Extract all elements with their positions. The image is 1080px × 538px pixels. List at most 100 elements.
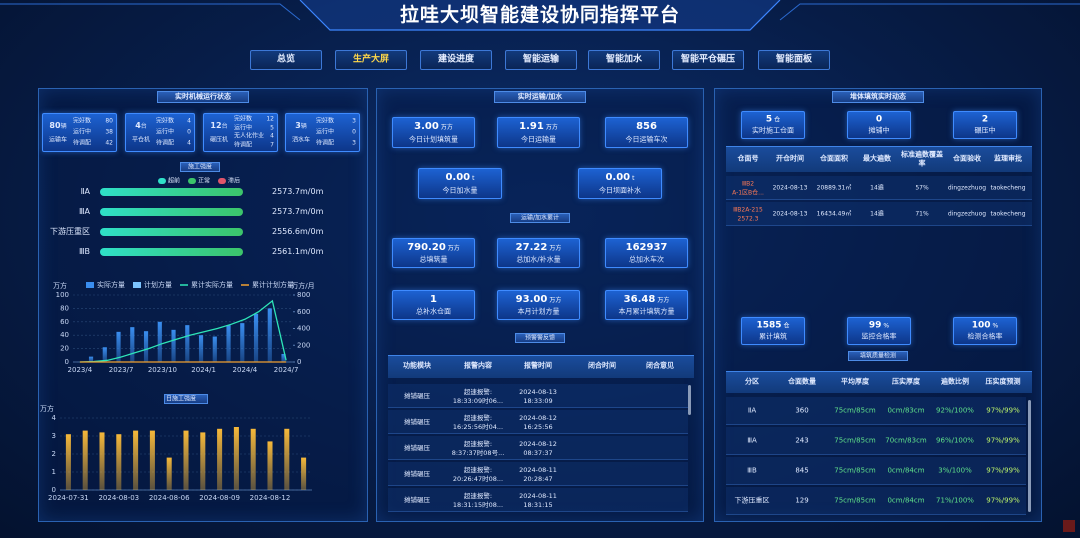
card-value: 0 [847,115,911,126]
x-tick-label: 2024/4 [233,366,258,374]
unit: 仓 [783,322,790,330]
unit: 仓 [774,116,781,124]
card-value: 0.00 t [578,172,662,185]
nav-button[interactable] [758,50,830,70]
bar [240,323,245,362]
progress-text: 2556.6m/0m [272,227,324,236]
unit: 万方 [657,296,670,304]
machine-name: 洒水车 [291,136,310,144]
y-tick-label: 3 [52,432,56,440]
zone-label: 下游压重区 [50,227,90,236]
nav-button[interactable] [420,50,492,70]
y-tick-label: 2 [52,450,56,458]
panel-title: 实时机械运行状态 [175,92,231,101]
nav-button[interactable] [335,50,407,70]
value-card [605,238,688,268]
nav-button[interactable] [505,50,577,70]
machine-name: 碾压机 [209,136,228,144]
nav-label[interactable]: 建设进度 [437,54,474,65]
table-row [726,397,1026,425]
stat-value: 38 [105,128,113,136]
table-cell: 0cm/83cm [887,406,925,415]
table-cell: 20889.31㎡ [816,184,852,192]
unit: 辆 [300,123,307,130]
value: 162937 [625,241,668,253]
y-tick-label: 60 [60,318,69,326]
section-badge [180,162,220,172]
stat-value: 4 [270,132,274,140]
table-cell: 71% [915,210,929,218]
table-cell: 20:26:47时08... [452,474,504,483]
table-header-cell: 遍数比例 [941,377,969,386]
table-cell: taokecheng [990,210,1026,218]
card-label: 本月计划方量 [517,307,560,316]
legend-label: 正常 [198,177,211,185]
card-value: 1.91 万方 [497,121,580,134]
value-card [605,290,688,320]
progress-text: 2573.7m/0m [272,207,324,216]
section-title: 运输/加水累计 [520,214,560,222]
table-cell: 2024-08-13 [772,210,808,218]
nav-label[interactable]: 智能运输 [522,54,559,65]
line [79,299,287,363]
stat-label: 完好数 [316,117,335,125]
table-cell: 18:31:15时08... [452,500,504,509]
legend-label: 累计实际方量 [191,280,233,289]
section-badge [848,351,908,361]
value-card [392,238,475,268]
table-cell: 2024-08-12 [519,413,557,422]
x-tick-label: 2024-08-06 [149,494,190,502]
table-header-cell: 仓面号 [737,154,759,163]
x-tick-label: 2024-08-12 [250,494,291,502]
progress-bar [100,188,243,196]
table-cell: 超速报警: [463,439,493,448]
table-cell: 18:33:09时06... [452,396,504,405]
table-cell: 超速报警: [463,491,493,500]
nav-button[interactable] [588,50,660,70]
value: 93.00 [515,293,548,305]
bar [149,430,155,490]
table-header-cell: 仓面面积 [820,154,848,163]
stat-value: 3 [352,139,356,147]
legend-swatch [133,282,141,288]
table-cell: 摊铺碾压 [404,469,430,478]
table-cell: dingzezhuog [947,210,987,218]
nav-label[interactable]: 智能加水 [605,54,642,65]
table-cell: 97%/99% [986,466,1020,475]
card-value: 1585 仓 [741,321,805,332]
table-header-cell: 功能模块 [403,361,431,370]
unit: 万方 [440,123,453,131]
value-card [497,290,580,320]
card-label: 检测合格率 [967,332,1003,341]
x-tick-label: 2024/7 [274,366,299,374]
page-title: 拉哇大坝智能建设协同指挥平台 [399,4,680,27]
nav-label[interactable]: 生产大屏 [352,54,389,65]
table-cell: 0cm/84cm [887,496,925,505]
panel-title-badge [832,91,924,103]
nav-button[interactable] [672,50,744,70]
value: 5 [765,114,773,125]
table-cell: 97%/99% [986,406,1020,415]
nav-label[interactable]: 总览 [276,54,295,65]
nav-label[interactable]: 智能面板 [775,54,812,65]
table-row [726,487,1026,515]
bar [301,457,307,490]
y-tick-label: 20 [60,345,69,353]
legend-label: 累计计划方量 [252,280,294,289]
stat-label: 运行中 [156,128,175,136]
bar [116,434,122,490]
table-header-cell: 标准遍数覆盖率 [901,150,943,167]
header-banner [299,0,781,31]
x-tick-label: 2023/7 [109,366,134,374]
table-cell: 71%/100% [936,496,974,505]
bar [267,308,272,362]
nav-label[interactable]: 智能平仓碾压 [680,54,735,65]
stat-label: 待调配 [234,140,253,148]
nav-button[interactable] [250,50,322,70]
card-value: 3.00 万方 [392,121,475,134]
machine-card [285,113,360,152]
table-header [726,371,1032,393]
table-cell: 摊铺碾压 [404,495,430,504]
table-row [726,427,1026,455]
